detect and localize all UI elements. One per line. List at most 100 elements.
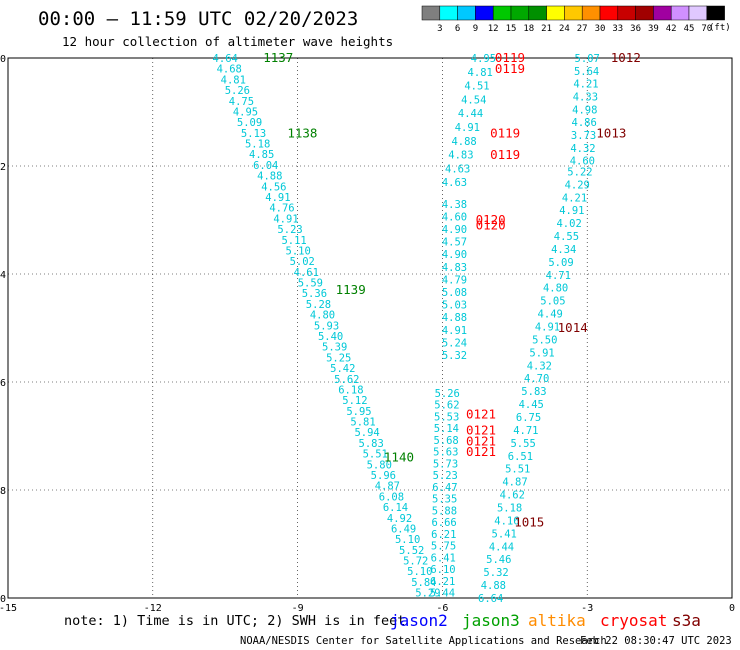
swh-value: 5.68 bbox=[433, 435, 458, 447]
swh-value: 5.05 bbox=[540, 296, 565, 308]
swh-value: 4.88 bbox=[442, 312, 467, 324]
footer-note: note: 1) Time is in UTC; 2) SWH is in fe… bbox=[64, 613, 405, 629]
y-tick-label: 0 bbox=[0, 54, 6, 65]
swh-value: 4.81 bbox=[468, 67, 493, 79]
time-label: 0121 bbox=[466, 444, 496, 459]
swh-value: 6.08 bbox=[379, 491, 404, 503]
swh-value: 4.91 bbox=[559, 205, 584, 217]
chart-title: 00:00 — 11:59 UTC 02/20/2023 bbox=[38, 8, 358, 30]
swh-value: 6.41 bbox=[431, 552, 456, 564]
colorbar-swatch bbox=[475, 5, 494, 21]
colorbar-label: 36 bbox=[630, 24, 641, 34]
satellite-legend: jason2 jason3 altika cryosat s3a bbox=[390, 611, 701, 630]
colorbar-swatch bbox=[581, 5, 601, 21]
swh-value: 5.28 bbox=[306, 299, 331, 311]
swh-value: 4.62 bbox=[500, 490, 525, 502]
swh-value: 4.85 bbox=[249, 149, 274, 161]
colorbar-label: 33 bbox=[612, 24, 623, 34]
time-label: 1013 bbox=[596, 126, 626, 141]
swh-value: 4.71 bbox=[546, 270, 571, 282]
swh-value: 4.98 bbox=[572, 104, 597, 116]
time-label: 0121 bbox=[466, 433, 496, 448]
swh-value: 4.64 bbox=[213, 53, 238, 65]
swh-value: 6.66 bbox=[431, 517, 456, 529]
grid bbox=[8, 58, 732, 598]
swh-value: 4.83 bbox=[442, 262, 467, 274]
swh-value: 5.64 bbox=[574, 66, 599, 78]
time-label: 1139 bbox=[336, 282, 366, 297]
swh-value: 4.60 bbox=[442, 211, 467, 223]
colorbar-swatch bbox=[510, 5, 530, 21]
swh-value: 4.54 bbox=[461, 94, 486, 106]
swh-value: 5.84 bbox=[411, 577, 436, 589]
swh-value: 5.52 bbox=[399, 545, 424, 557]
swh-value: 5.42 bbox=[330, 363, 355, 375]
swh-value: 5.32 bbox=[483, 567, 508, 579]
colorbar-swatch bbox=[688, 5, 708, 21]
swh-value: 4.87 bbox=[502, 477, 527, 489]
satellite-legend-item: jason3 bbox=[462, 611, 520, 630]
swh-value: 4.81 bbox=[221, 74, 246, 86]
colorbar-swatch bbox=[706, 5, 725, 21]
swh-value: 4.49 bbox=[538, 309, 563, 321]
swh-value: 4.44 bbox=[489, 541, 514, 553]
time-label: 1012 bbox=[611, 50, 641, 65]
swh-value: 5.18 bbox=[497, 503, 522, 515]
swh-value: 5.08 bbox=[442, 287, 467, 299]
x-tick-label: -3 bbox=[581, 603, 593, 614]
swh-value: 5.95 bbox=[346, 406, 371, 418]
swh-value: 4.34 bbox=[551, 244, 576, 256]
swh-value: 4.32 bbox=[527, 360, 552, 372]
swh-value: 4.44 bbox=[458, 108, 483, 120]
swh-value: 6.04 bbox=[253, 160, 278, 172]
colorbar-label: 24 bbox=[559, 24, 570, 34]
swh-value: 4.88 bbox=[257, 171, 282, 183]
time-labels: 1137113811391140011901190119011901200120… bbox=[263, 50, 641, 529]
colorbar-label: 39 bbox=[648, 24, 659, 34]
swh-value: 5.07 bbox=[575, 53, 600, 65]
colorbar-swatch bbox=[599, 5, 619, 21]
swh-value: 5.75 bbox=[431, 541, 456, 553]
swh-value: 5.53 bbox=[434, 411, 459, 423]
colorbar-swatch bbox=[670, 5, 690, 21]
colorbar: 3 6 9 12 15 18 21 24 27 30 33 36 39 42 45 70 bbox=[421, 5, 725, 34]
colorbar-swatch bbox=[617, 5, 636, 21]
colorbar-label: 18 bbox=[523, 24, 534, 34]
swh-value: 5.59 bbox=[298, 278, 323, 290]
x-tick-label: -12 bbox=[144, 603, 162, 614]
swh-value: 4.61 bbox=[294, 267, 319, 279]
swh-value: 3.73 bbox=[571, 130, 596, 142]
swh-value: 5.35 bbox=[432, 494, 457, 506]
colorbar-label: 21 bbox=[541, 24, 552, 34]
swh-value: 4.55 bbox=[554, 231, 579, 243]
swh-value: 6.21 bbox=[431, 529, 456, 541]
swh-value: 5.03 bbox=[442, 300, 467, 312]
swh-value: 5.10 bbox=[407, 566, 432, 578]
swh-value: 4.88 bbox=[481, 580, 506, 592]
swh-value: 4.75 bbox=[229, 96, 254, 108]
colorbar-label: 42 bbox=[666, 24, 677, 34]
swh-value: 5.18 bbox=[245, 139, 270, 151]
colorbar-swatch bbox=[439, 5, 458, 21]
swh-value: 5.83 bbox=[359, 438, 384, 450]
swh-value: 6.49 bbox=[391, 523, 416, 535]
swh-value: 4.32 bbox=[570, 143, 595, 155]
colorbar-swatch bbox=[528, 5, 547, 21]
swh-value: 4.80 bbox=[543, 283, 568, 295]
time-label: 0120 bbox=[476, 212, 506, 227]
swh-value: 5.63 bbox=[433, 447, 458, 459]
swh-value: 5.02 bbox=[290, 256, 315, 268]
time-label: 0119 bbox=[490, 147, 520, 162]
swh-value: 5.25 bbox=[326, 352, 351, 364]
swh-value: 4.91 bbox=[535, 322, 560, 334]
swh-value: 5.09 bbox=[237, 117, 262, 129]
swh-value: 4.80 bbox=[310, 310, 335, 322]
swh-value: 5.10 bbox=[395, 534, 420, 546]
swh-value: 6.64 bbox=[478, 593, 503, 605]
swh-value: 5.93 bbox=[314, 320, 339, 332]
time-label: 1015 bbox=[514, 514, 544, 529]
y-tick-label: -2 bbox=[0, 162, 6, 173]
swh-value: 5.51 bbox=[505, 464, 530, 476]
swh-value: 5.62 bbox=[434, 400, 459, 412]
swh-value: 6.75 bbox=[516, 412, 541, 424]
